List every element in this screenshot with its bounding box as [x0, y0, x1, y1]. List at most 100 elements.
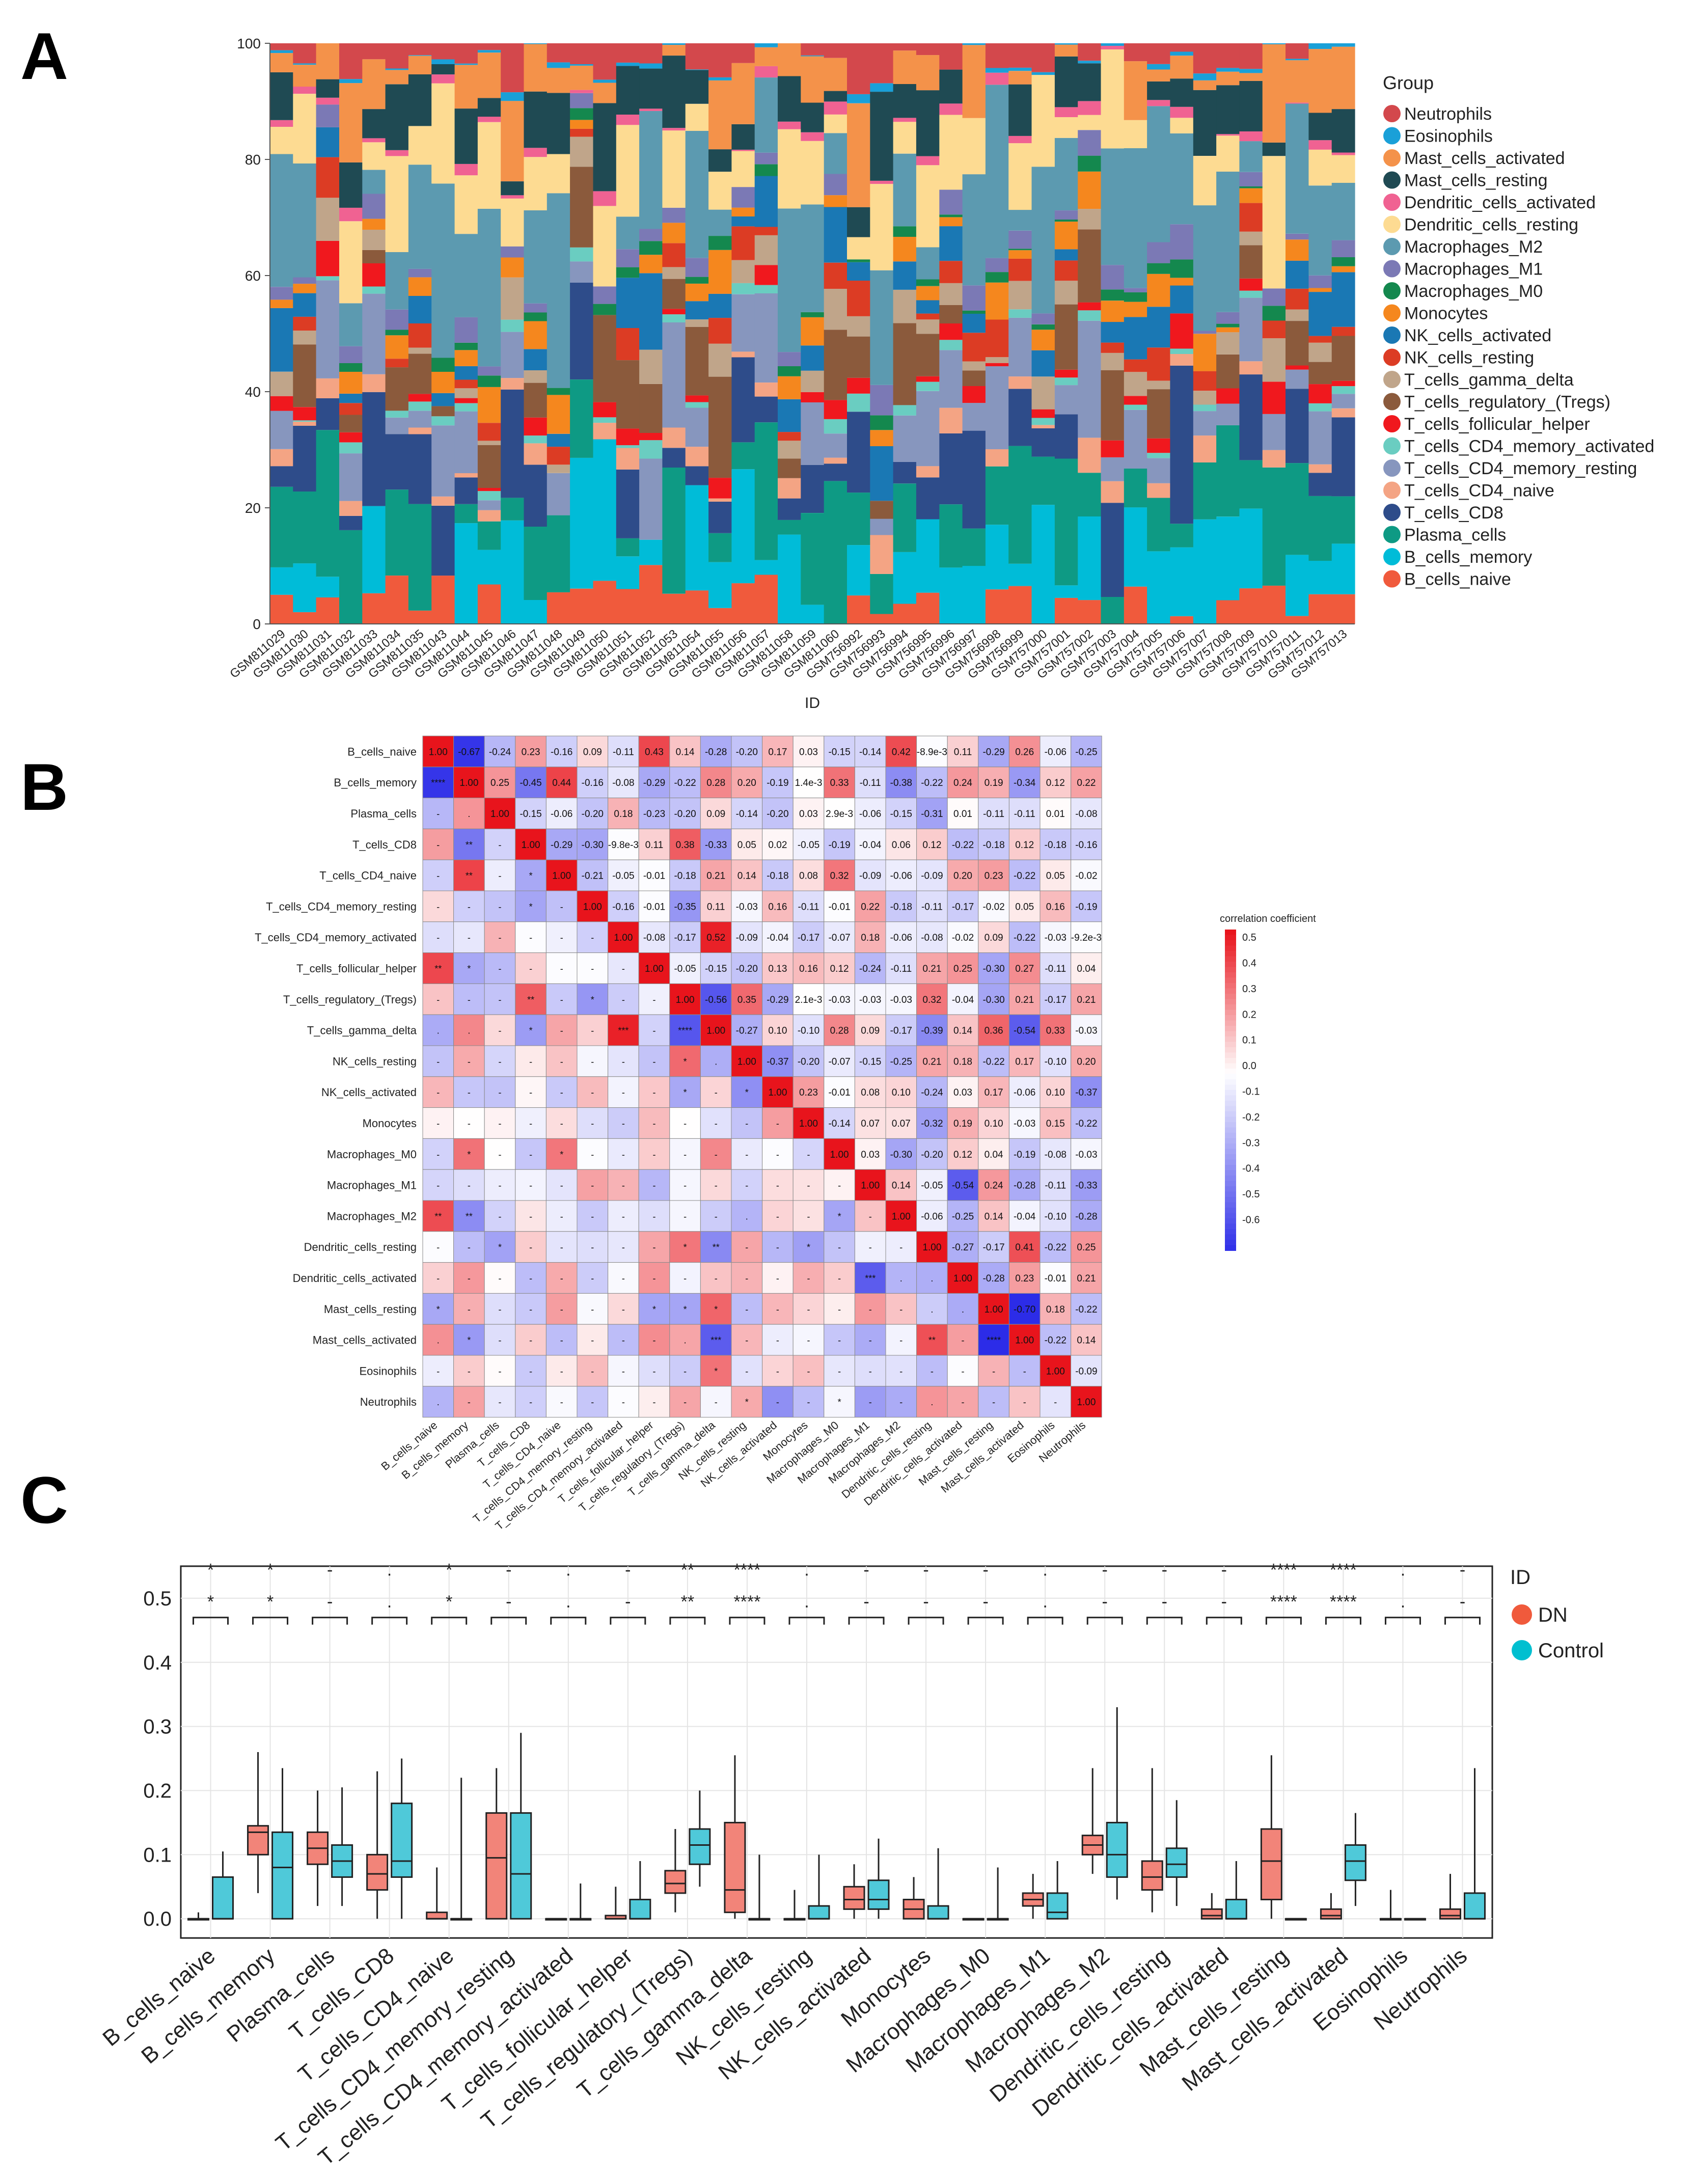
- stack-segment: [1239, 278, 1263, 291]
- stack-segment: [1101, 440, 1125, 457]
- cell-value: -0.11: [1045, 964, 1066, 974]
- heatmap-cell: [1040, 828, 1072, 860]
- heatmap-cell: [792, 735, 825, 768]
- stack-segment: [1078, 171, 1102, 209]
- stack-segment: [385, 367, 409, 411]
- stack-segment: [431, 64, 455, 75]
- cell-significance: *: [436, 1304, 440, 1315]
- heatmap-cell: [824, 1386, 855, 1418]
- box: [843, 1886, 865, 1910]
- cell-value: 0.33: [830, 778, 849, 788]
- stack-segment: [1078, 130, 1102, 156]
- stack-segment: [1308, 275, 1332, 288]
- stack-segment: [1078, 209, 1102, 230]
- stack-segment: [362, 392, 386, 506]
- stack-segment: [1331, 380, 1355, 387]
- stack-segment: [893, 237, 917, 262]
- stack-segment: [1008, 67, 1032, 71]
- cell-value: 0.09: [985, 933, 1003, 943]
- stack-segment: [916, 300, 940, 314]
- heatmap-cell: [916, 890, 948, 922]
- stack-segment: [454, 317, 478, 343]
- heatmap-cell: [1071, 767, 1102, 799]
- stack-segment: [1078, 320, 1102, 438]
- stack-segment: [847, 281, 870, 316]
- stack-segment: [431, 358, 455, 372]
- cell-value: 0.16: [1046, 902, 1065, 912]
- stack-segment: [939, 305, 963, 324]
- cell-significance: ***: [865, 1273, 876, 1284]
- stack-segment: [731, 216, 755, 227]
- heatmap-cell: [453, 767, 485, 799]
- significance-label: *: [446, 1592, 452, 1612]
- stack-segment: [431, 406, 455, 417]
- row-label: Mast_cells_activated: [313, 1334, 417, 1347]
- cell-value: -0.15: [859, 1056, 881, 1067]
- stack-segment: [1054, 585, 1078, 598]
- box: [426, 1912, 448, 1920]
- significance-bracket: [1206, 1617, 1242, 1625]
- heatmap-cell: [700, 1014, 732, 1046]
- heatmap-cell: [608, 1386, 639, 1418]
- cell-value: 0.18: [861, 933, 880, 943]
- stack-segment: [1054, 281, 1078, 305]
- heatmap-cell: [885, 798, 917, 829]
- cell-value: -0.05: [674, 964, 696, 974]
- heatmap-cell: [608, 1262, 639, 1294]
- significance-label: ****: [1270, 1560, 1297, 1579]
- cell-value: 0.23: [799, 1087, 818, 1098]
- stack-segment: [1331, 336, 1355, 381]
- cell-value: -0.54: [1014, 1026, 1036, 1036]
- cell-value: -0.24: [921, 1087, 943, 1098]
- cell-significance: -: [622, 1304, 625, 1315]
- cell-significance: -: [653, 1087, 656, 1098]
- stack-segment: [685, 395, 709, 402]
- stack-segment: [1216, 600, 1240, 624]
- row-label: T_cells_gamma_delta: [307, 1024, 417, 1037]
- stack-segment: [824, 400, 848, 419]
- cell-value: -0.05: [921, 1181, 943, 1191]
- stack-segment: [962, 314, 986, 333]
- legend-label: Mast_cells_activated: [1404, 149, 1565, 168]
- stack-segment: [1008, 84, 1032, 136]
- row-label: Dendritic_cells_activated: [293, 1272, 417, 1285]
- cell-significance: .: [468, 1026, 470, 1036]
- stack-segment: [1078, 43, 1102, 61]
- stack-segment: [1054, 56, 1078, 107]
- legend-label: Dendritic_cells_resting: [1404, 215, 1578, 235]
- heatmap-cell: [978, 798, 1009, 829]
- stack-segment: [1008, 43, 1032, 68]
- cell-value: 0.05: [737, 840, 756, 851]
- heatmap-cell: [731, 1138, 763, 1170]
- heatmap-cell: [916, 1293, 948, 1325]
- cell-significance: -: [653, 1211, 656, 1221]
- heatmap-cell: [731, 1386, 763, 1418]
- stack-segment: [454, 43, 478, 64]
- cell-value: -0.30: [890, 1150, 912, 1160]
- heatmap-cell: [515, 1014, 546, 1046]
- stack-segment: [1216, 312, 1240, 324]
- stack-segment: [501, 257, 525, 278]
- stack-segment: [1078, 310, 1102, 321]
- heatmap-cell: [947, 921, 979, 953]
- cell-significance: *: [652, 1304, 656, 1315]
- box: [1463, 1892, 1486, 1920]
- cell-value: -0.20: [736, 964, 758, 974]
- stack-segment: [685, 258, 709, 277]
- stack-segment: [1054, 377, 1078, 386]
- stack-segment: [1101, 265, 1125, 290]
- stack-segment: [916, 592, 940, 624]
- heatmap-cell: [700, 890, 732, 922]
- cell-value: -0.01: [828, 902, 850, 912]
- heatmap-cell: [608, 735, 639, 768]
- cell-significance: -: [899, 1335, 903, 1346]
- cell-value: -0.27: [736, 1026, 758, 1036]
- cell-significance: -: [684, 1366, 687, 1376]
- stack-segment: [870, 518, 894, 535]
- cell-value: -0.28: [1014, 1181, 1035, 1191]
- stack-segment: [1124, 120, 1147, 148]
- cell-significance: -: [715, 1087, 718, 1098]
- stack-segment: [1008, 376, 1032, 389]
- heatmap-cell: [854, 859, 886, 891]
- cell-significance: -: [499, 1150, 502, 1160]
